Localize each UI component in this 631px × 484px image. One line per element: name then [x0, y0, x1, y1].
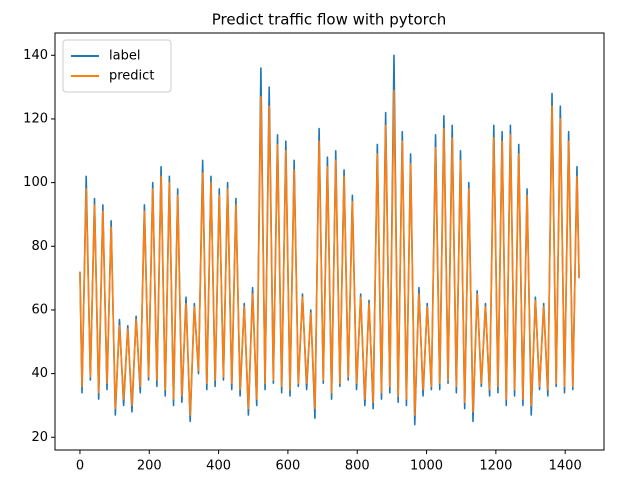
- x-tick-label: 0: [76, 459, 84, 474]
- y-tick-label: 80: [31, 239, 48, 254]
- chart-title: Predict traffic flow with pytorch: [212, 11, 447, 29]
- y-tick-label: 140: [23, 48, 48, 63]
- x-tick-label: 800: [345, 459, 370, 474]
- x-tick-label: 1200: [479, 459, 512, 474]
- y-tick-label: 120: [23, 111, 48, 126]
- legend-label: label: [109, 49, 140, 64]
- legend: label predict: [62, 39, 172, 93]
- x-tick-label: 400: [206, 459, 231, 474]
- x-tick-label: 600: [275, 459, 300, 474]
- y-tick-label: 100: [23, 175, 48, 190]
- y-tick-label: 20: [31, 430, 48, 445]
- y-tick-label: 60: [31, 302, 48, 317]
- series-line: [79, 89, 580, 416]
- legend-box: [62, 39, 172, 93]
- x-tick-label: 1000: [410, 459, 443, 474]
- y-tick-label: 40: [31, 366, 48, 381]
- x-tick-label: 1400: [549, 459, 582, 474]
- plot-frame: [54, 32, 605, 451]
- x-tick-label: 200: [137, 459, 162, 474]
- legend-label: predict: [109, 69, 154, 84]
